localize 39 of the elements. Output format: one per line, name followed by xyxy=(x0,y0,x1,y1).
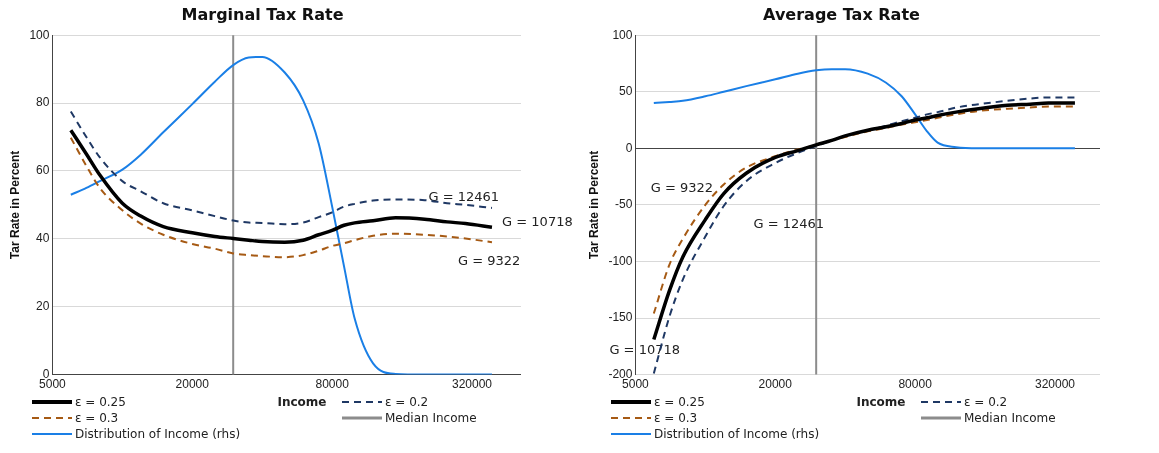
legend-label: ε = 0.25 xyxy=(75,395,126,409)
y-axis-title: Tar Rate in Percent xyxy=(586,150,601,260)
y-tick-label: 100 xyxy=(29,27,50,42)
legend-label: ε = 0.2 xyxy=(964,395,1008,409)
y-tick-label: -150 xyxy=(608,310,633,325)
legend-label: ε = 0.2 xyxy=(385,395,429,409)
annotation: G = 12461 xyxy=(753,215,825,231)
x-tick-label: 320000 xyxy=(1034,377,1076,392)
y-tick-label: 40 xyxy=(36,231,50,246)
annotation: G = 12461 xyxy=(428,188,500,204)
y-tick-label: 100 xyxy=(612,27,633,42)
legend-label: Median Income xyxy=(964,411,1056,425)
x-tick-label: 320000 xyxy=(451,377,493,392)
y-tick-label: -100 xyxy=(608,253,633,268)
legend-label: ε = 0.3 xyxy=(75,411,119,425)
x-axis-title: Income xyxy=(855,395,907,409)
y-tick-label: -50 xyxy=(615,197,633,212)
y-axis-title: Tar Rate in Percent xyxy=(7,150,22,260)
chart-title: Marginal Tax Rate xyxy=(181,4,344,24)
y-tick-label: 20 xyxy=(36,299,50,314)
legend-label: ε = 0.25 xyxy=(654,395,705,409)
x-tick-label: 20000 xyxy=(758,377,793,392)
y-tick-label: 50 xyxy=(619,84,633,99)
y-tick-label: 80 xyxy=(36,95,50,110)
x-axis-title: Income xyxy=(276,395,328,409)
y-tick-label: 0 xyxy=(625,140,633,155)
legend-label: Median Income xyxy=(385,411,477,425)
chart-title: Average Tax Rate xyxy=(763,4,921,24)
x-tick-label: 20000 xyxy=(175,377,210,392)
legend-label: Distribution of Income (rhs) xyxy=(654,427,820,441)
annotation: G = 9322 xyxy=(457,252,521,268)
x-tick-label: 80000 xyxy=(315,377,350,392)
annotation: G = 10718 xyxy=(609,342,681,358)
x-tick-label: 80000 xyxy=(898,377,933,392)
legend-label: ε = 0.3 xyxy=(654,411,698,425)
annotation: G = 9322 xyxy=(650,180,714,196)
y-tick-label: 60 xyxy=(36,163,50,178)
annotation: G = 10718 xyxy=(502,214,573,230)
legend-label: Distribution of Income (rhs) xyxy=(75,427,241,441)
